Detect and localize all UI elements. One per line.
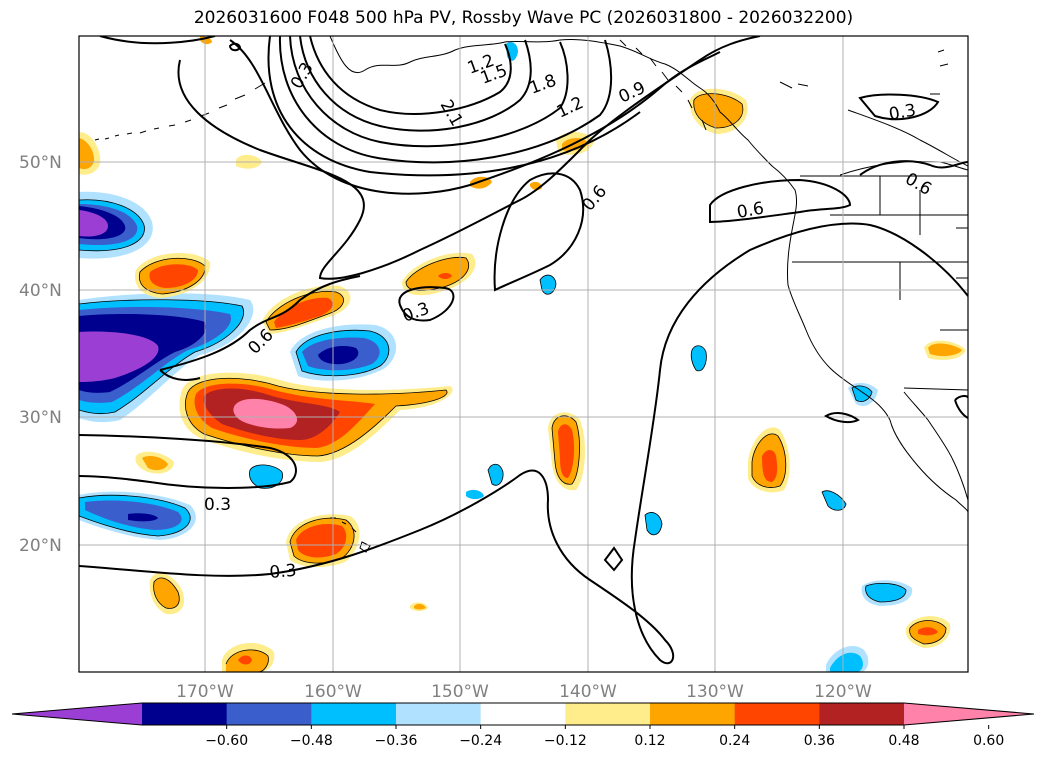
latitude-labels: 50°N 40°N 30°N 20°N: [19, 153, 62, 556]
lat-label-30n: 30°N: [19, 408, 62, 428]
colorbar-segment: [819, 703, 905, 725]
colorbar: −0.60 −0.48 −0.36 −0.24 −0.12 0.12 0.24 0.36 0.4…: [11, 702, 1035, 749]
colorbar-segment: [480, 703, 566, 725]
colorbar-tick-label: 0.24: [719, 733, 750, 749]
negative-anomaly-west-mid: [79, 293, 254, 423]
plot-area: [79, 36, 968, 672]
negative-anomaly-small: [249, 42, 913, 672]
anomaly-outlines: [79, 93, 947, 672]
colorbar-extend-left: [12, 703, 142, 725]
pv-contours: [79, 36, 968, 665]
gridlines: [79, 36, 968, 672]
colorbar-segment: [311, 703, 397, 725]
colorbar-tick-label: −0.36: [375, 733, 418, 749]
lon-label-120w: 120°W: [814, 682, 872, 702]
lat-label-50n: 50°N: [19, 153, 62, 173]
colorbar-tick-label: −0.12: [544, 733, 587, 749]
plot-frame: [78, 35, 969, 673]
lat-label-40n: 40°N: [19, 281, 62, 301]
contour-label: 0.3: [887, 101, 917, 125]
map-title: 2026031600 F048 500 hPa PV, Rossby Wave …: [193, 8, 854, 28]
colorbar-segment: [396, 703, 482, 725]
colorbar-tick-label: −0.60: [205, 733, 248, 749]
colorbar-tick-label: 0.12: [634, 733, 665, 749]
contour-label: 0.3: [269, 561, 298, 583]
contour-label: 0.3: [204, 495, 231, 515]
colorbar-extend-right: [904, 703, 1034, 725]
lon-label-150w: 150°W: [431, 682, 489, 702]
colorbar-outline: [11, 702, 1035, 726]
lon-label-130w: 130°W: [686, 682, 744, 702]
lon-label-140w: 140°W: [559, 682, 617, 702]
colorbar-tick-label: 0.60: [973, 733, 1004, 749]
colorbar-segment: [565, 703, 651, 725]
contour-label: 0.6: [735, 199, 765, 223]
lat-label-20n: 20°N: [19, 536, 62, 556]
lon-label-160w: 160°W: [304, 682, 362, 702]
negative-anomaly-southwest: [79, 491, 196, 540]
coastlines: [94, 36, 968, 553]
colorbar-segment: [734, 703, 820, 725]
longitude-labels: 170°W 160°W 150°W 140°W 130°W 120°W: [176, 682, 872, 702]
colorbar-tick-label: −0.24: [459, 733, 502, 749]
lon-label-170w: 170°W: [176, 682, 234, 702]
colorbar-tick-label: −0.48: [290, 733, 333, 749]
colorbar-segment: [226, 703, 312, 725]
colorbar-segment: [142, 703, 228, 725]
negative-anomaly-west-upper: [79, 191, 153, 259]
colorbar-tick-label: 0.48: [888, 733, 919, 749]
colorbar-tick-label: 0.36: [804, 733, 835, 749]
colorbar-segment: [650, 703, 736, 725]
negative-anomaly-central: [290, 324, 397, 381]
